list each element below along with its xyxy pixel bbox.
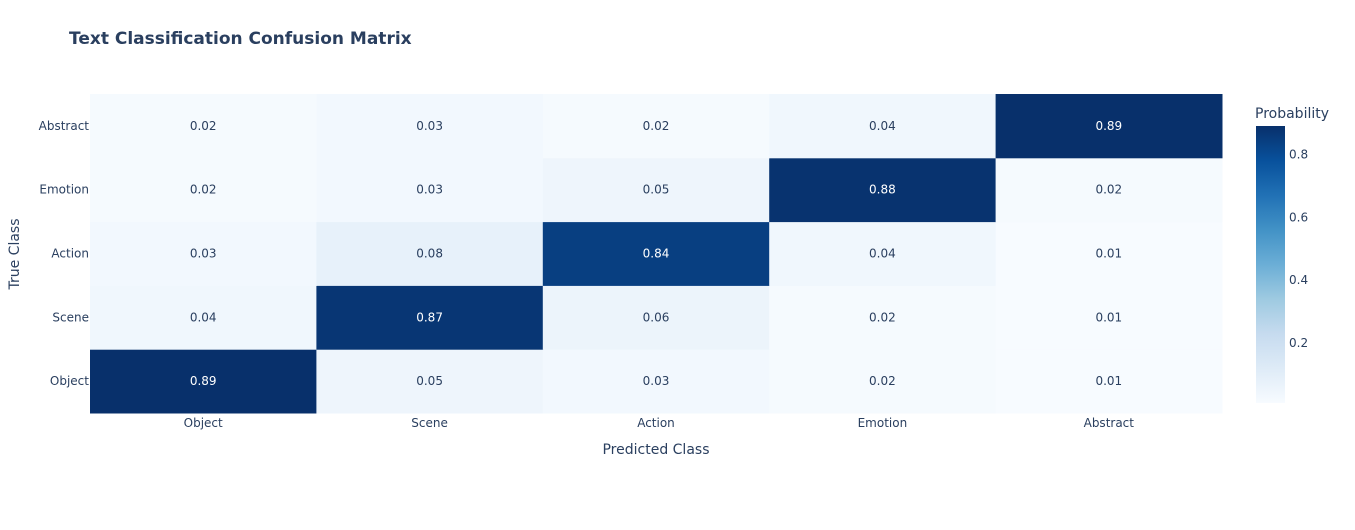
heatmap-cell — [90, 94, 317, 159]
y-axis-title: True Class — [7, 218, 23, 290]
cell-value-label: 0.02 — [869, 310, 896, 324]
x-tick-label: Action — [637, 416, 675, 430]
heatmap-cell — [316, 221, 544, 286]
cell-value-label: 0.84 — [643, 247, 670, 261]
heatmap-cell — [769, 285, 997, 350]
heatmap-cell — [542, 285, 770, 350]
heatmap-cell — [769, 157, 997, 223]
heatmap-cell — [90, 157, 317, 223]
heatmap-cell — [316, 94, 544, 159]
cell-value-label: 0.03 — [416, 119, 443, 133]
heatmap-cell — [995, 157, 1223, 223]
cell-value-label: 0.04 — [869, 119, 896, 133]
colorbar-tick-label: 0.8 — [1289, 147, 1308, 161]
heatmap-cell — [90, 221, 317, 286]
cell-value-label: 0.04 — [190, 310, 217, 324]
heatmap-cell — [542, 94, 770, 159]
cell-value-label: 0.06 — [643, 310, 670, 324]
heatmap-cell — [316, 157, 544, 223]
cell-value-label: 0.02 — [1095, 183, 1122, 197]
cell-value-label: 0.01 — [1095, 247, 1122, 261]
cell-value-label: 0.05 — [416, 374, 443, 388]
heatmap-cells — [90, 94, 1223, 414]
cell-value-label: 0.89 — [1095, 119, 1122, 133]
y-axis-ticks: Object Scene Action Emotion Abstract — [39, 119, 90, 388]
cell-value-label: 0.02 — [190, 119, 217, 133]
y-tick-label: Object — [50, 374, 89, 388]
cell-value-label: 0.88 — [869, 183, 896, 197]
x-axis-ticks: Object Scene Action Emotion Abstract — [184, 416, 1135, 430]
cell-value-label: 0.01 — [1095, 310, 1122, 324]
colorbar-tick-label: 0.4 — [1289, 273, 1308, 287]
colorbar-title: Probability — [1255, 106, 1329, 122]
heatmap-cell — [769, 221, 997, 286]
heatmap-cell — [995, 94, 1223, 159]
chart-title: Text Classification Confusion Matrix — [69, 29, 412, 49]
y-tick-label: Emotion — [39, 183, 89, 197]
cell-value-label: 0.02 — [643, 119, 670, 133]
x-tick-label: Scene — [411, 416, 448, 430]
heatmap-cell — [542, 349, 770, 414]
heatmap-cell — [769, 349, 997, 414]
cell-value-label: 0.03 — [416, 183, 443, 197]
heatmap-cell — [90, 349, 317, 414]
cell-value-label: 0.01 — [1095, 374, 1122, 388]
cell-value-label: 0.03 — [643, 374, 670, 388]
cell-value-label: 0.08 — [416, 247, 443, 261]
x-tick-label: Abstract — [1084, 416, 1135, 430]
heatmap-cell — [995, 349, 1223, 414]
cell-value-label: 0.05 — [643, 183, 670, 197]
heatmap-cell — [769, 94, 997, 159]
cell-value-label: 0.02 — [190, 183, 217, 197]
y-tick-label: Abstract — [39, 119, 90, 133]
heatmap-cell — [995, 221, 1223, 286]
cell-value-label: 0.02 — [869, 374, 896, 388]
cell-labels: 0.89 0.05 0.03 0.02 0.01 0.04 0.87 0.06 0.02 0.01… — [190, 119, 1122, 388]
y-tick-label: Scene — [52, 310, 89, 324]
heatmap-cell — [995, 285, 1223, 350]
colorbar-tick-label: 0.6 — [1289, 210, 1308, 224]
cell-value-label: 0.04 — [869, 247, 896, 261]
colorbar: Probability 0.2 0.4 0.6 0.8 — [1255, 106, 1329, 403]
heatmap-cell — [542, 221, 770, 286]
colorbar-tick-label: 0.2 — [1289, 336, 1308, 350]
x-axis-title: Predicted Class — [602, 442, 709, 458]
heatmap-cell — [90, 285, 317, 350]
colorbar-gradient — [1256, 126, 1285, 403]
y-tick-label: Action — [51, 247, 89, 261]
heatmap-cell — [316, 285, 544, 350]
heatmap-cell — [542, 157, 770, 223]
colorbar-ticks: 0.2 0.4 0.6 0.8 — [1289, 147, 1308, 350]
cell-value-label: 0.89 — [190, 374, 217, 388]
cell-value-label: 0.03 — [190, 247, 217, 261]
heatmap-cell — [316, 349, 544, 414]
x-tick-label: Emotion — [858, 416, 908, 430]
x-tick-label: Object — [184, 416, 223, 430]
cell-value-label: 0.87 — [416, 310, 443, 324]
